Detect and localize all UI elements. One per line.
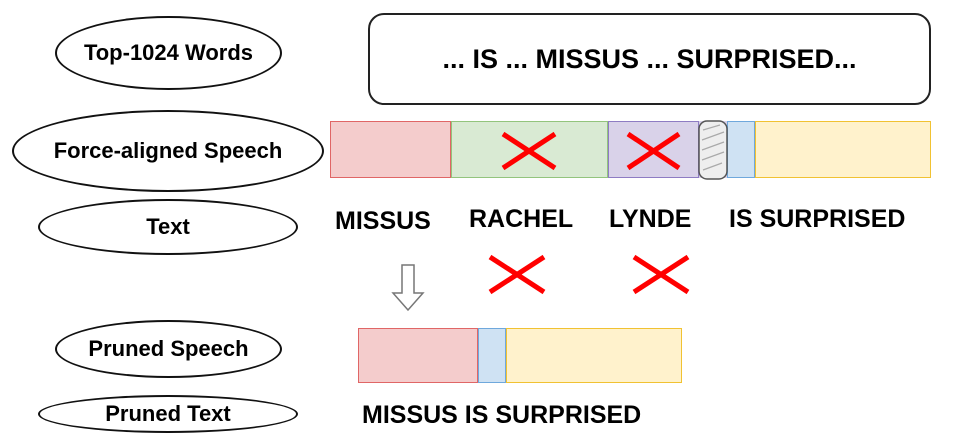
pruned-segment-missus — [358, 328, 478, 383]
cross-rachel-speech-icon — [501, 131, 557, 171]
cross-lynde-text-icon — [632, 254, 690, 295]
label-text: Text — [38, 199, 298, 255]
label-pruned-speech: Pruned Speech — [55, 320, 282, 378]
top-words-box: ... IS ... MISSUS ... SURPRISED... — [368, 13, 931, 105]
word-is-surprised: IS SURPRISED — [729, 205, 906, 233]
pruned-segment-is — [478, 328, 506, 383]
segment-rachel — [451, 121, 608, 178]
segment-missus — [330, 121, 451, 178]
cut-marker-icon — [698, 120, 728, 180]
label-force-aligned-speech: Force-aligned Speech — [12, 110, 324, 192]
label-top-words: Top-1024 Words — [55, 16, 282, 90]
word-lynde: LYNDE — [609, 205, 692, 233]
segment-is — [727, 121, 755, 178]
word-rachel: RACHEL — [469, 205, 574, 233]
pruned-text: MISSUS IS SURPRISED — [362, 401, 642, 429]
force-aligned-speech-bar — [330, 121, 931, 178]
pruned-segment-surprised — [506, 328, 682, 383]
label-pruned-text: Pruned Text — [38, 395, 298, 433]
cross-lynde-speech-icon — [626, 131, 681, 171]
pruned-speech-bar — [358, 328, 682, 383]
down-arrow-icon — [391, 264, 425, 312]
word-missus: MISSUS — [335, 207, 431, 235]
segment-surprised — [755, 121, 931, 178]
cross-rachel-text-icon — [488, 254, 546, 295]
